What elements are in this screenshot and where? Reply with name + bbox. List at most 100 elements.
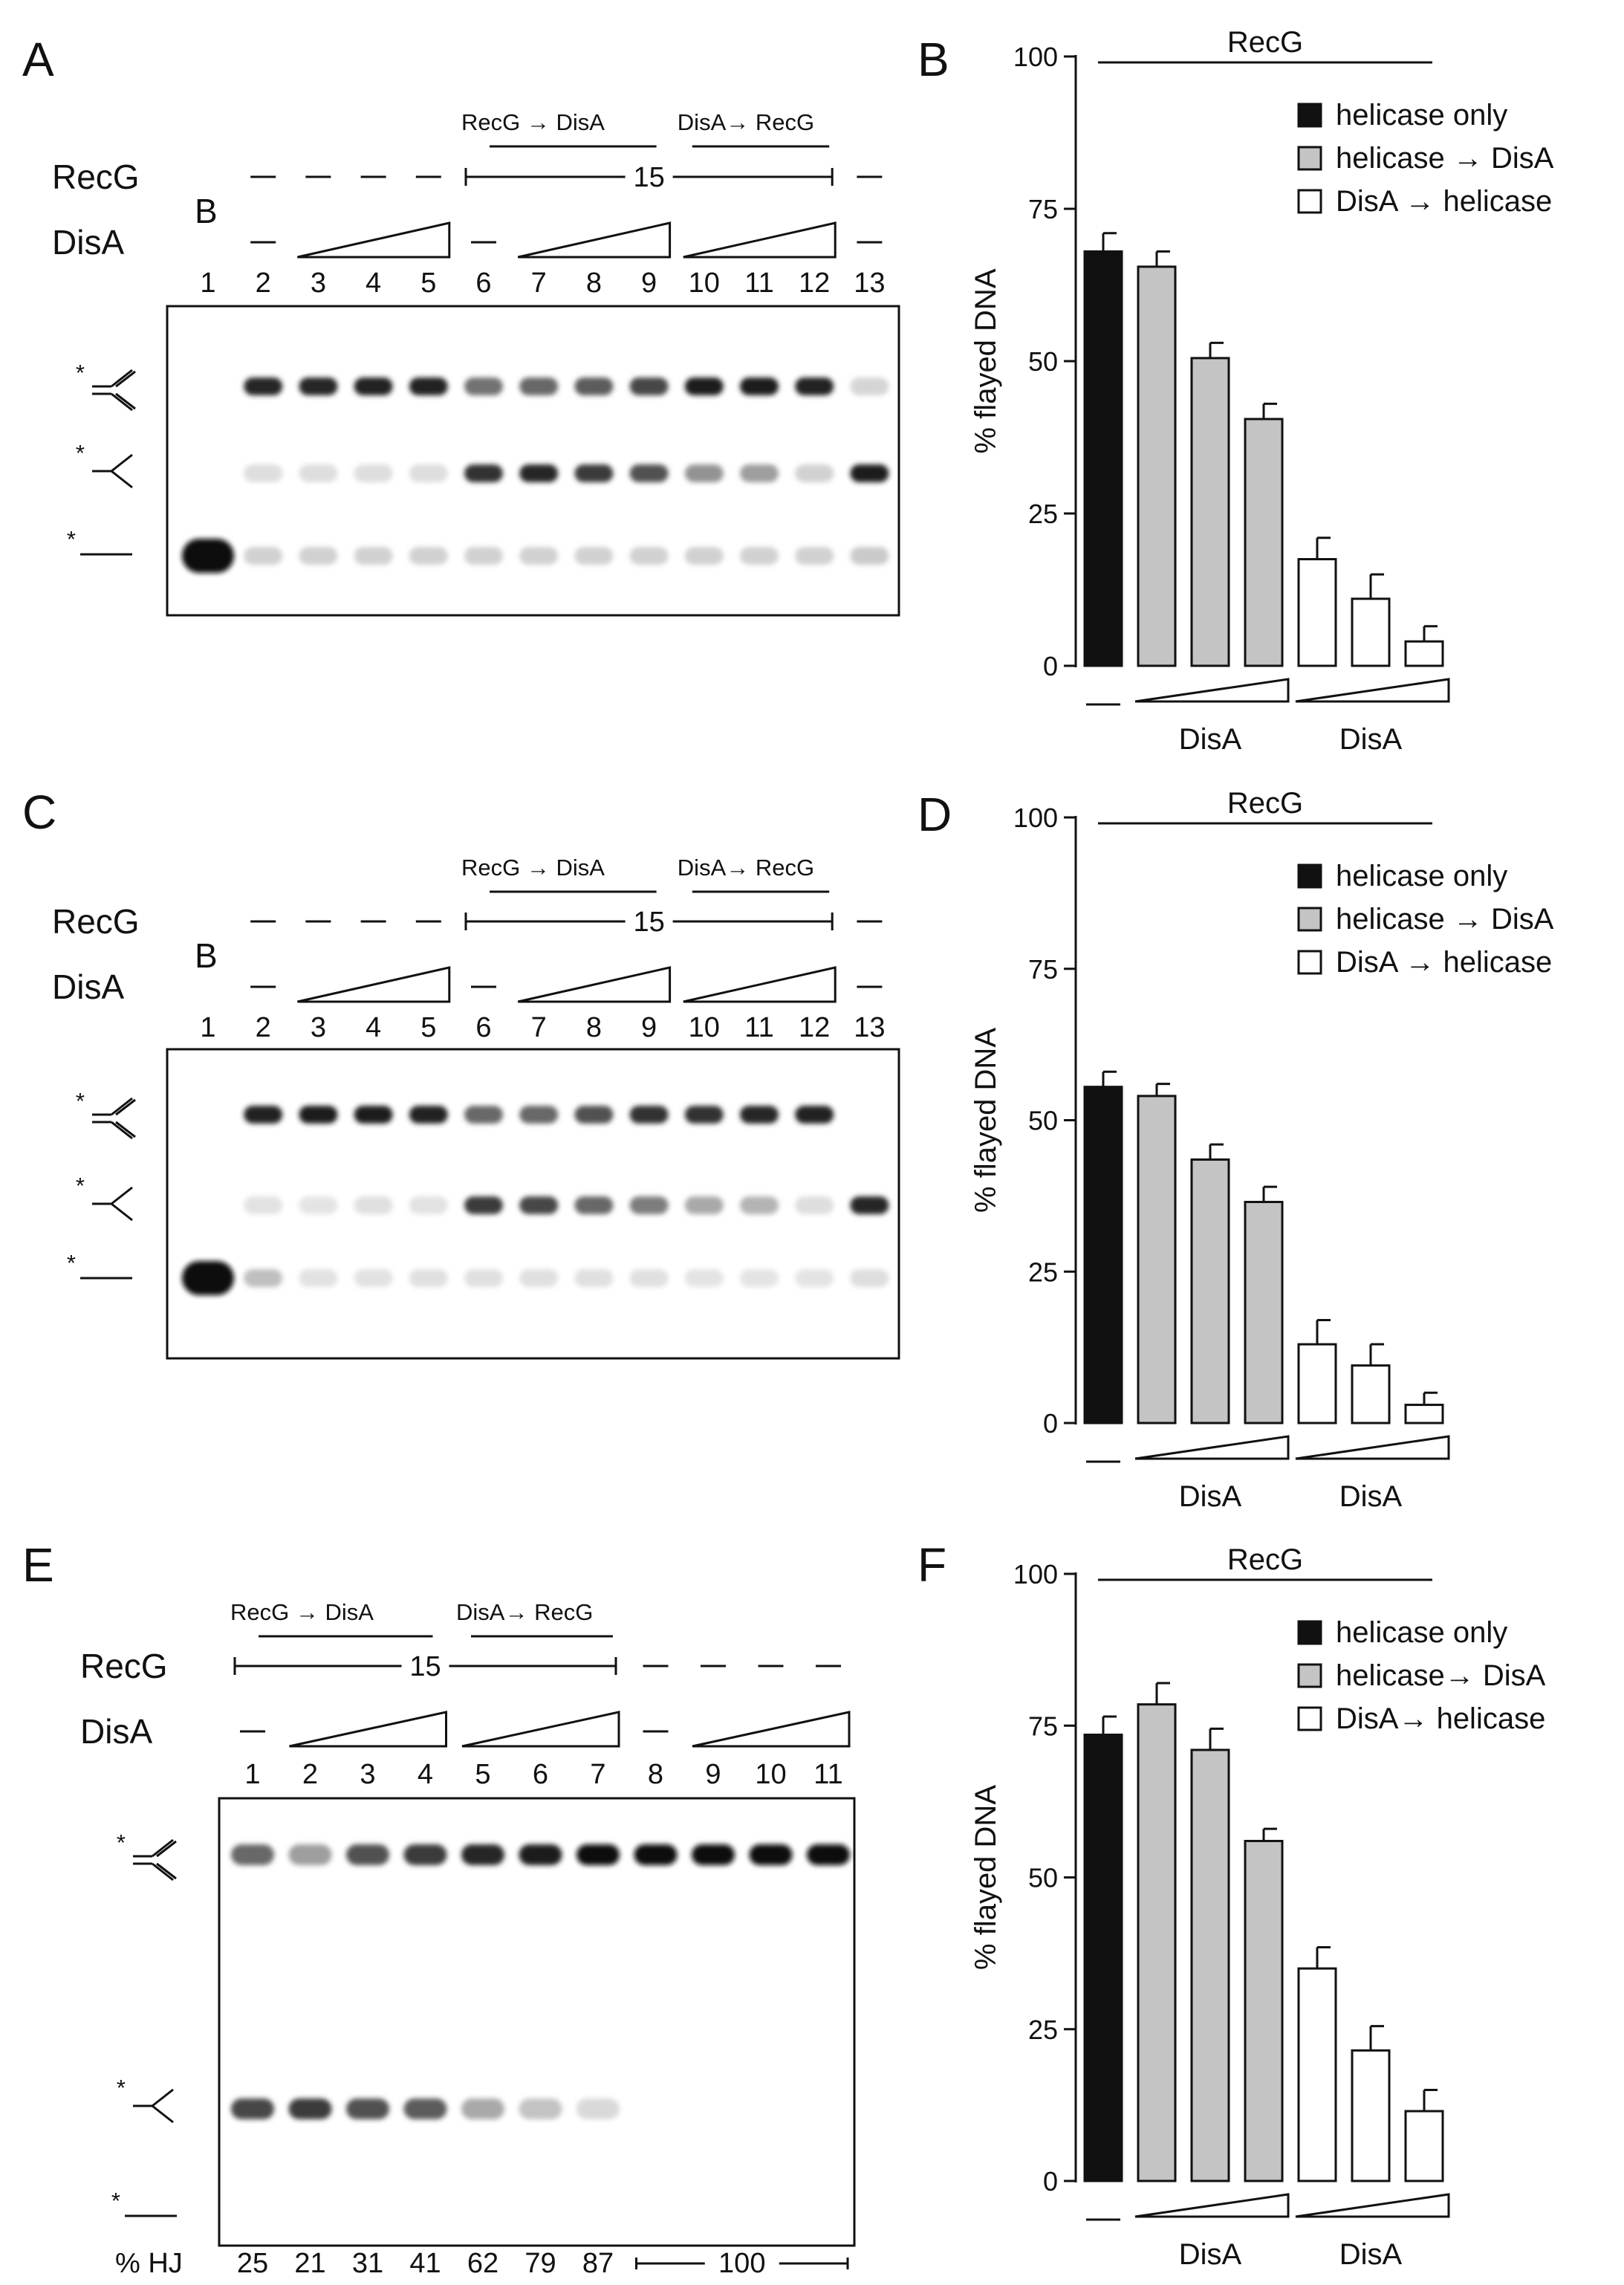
legend-label: DisA → helicase: [1336, 185, 1552, 218]
hj-arm-a: [152, 1838, 174, 1858]
lane-number: 6: [475, 268, 491, 299]
legend-swatch: [1297, 189, 1322, 214]
legend-label: helicase only: [1336, 860, 1507, 892]
legend-swatch: [1297, 1706, 1322, 1731]
label-asterisk: *: [117, 2075, 126, 2101]
gel-box: [166, 305, 900, 617]
bar: [1083, 250, 1123, 667]
bar-chart-B: B 0 25 50 75 100 % flayed DNA RecG helicase only…: [917, 26, 1554, 756]
y-tick-label: 0: [1043, 2166, 1058, 2197]
gel-band-middle: [409, 1196, 448, 1214]
gel-band-middle: [299, 464, 338, 482]
order-label-disa-first: DisA→ RecG: [456, 1599, 593, 1625]
gel-band-bottom: [182, 1261, 234, 1295]
gel-band-bottom: [182, 539, 234, 573]
gel-band-top: [807, 1844, 850, 1865]
gel-band-middle: [850, 464, 889, 482]
legend-label: helicase → DisA: [1336, 142, 1554, 175]
group-label-none: —: [1088, 2201, 1118, 2234]
lane-number: 7: [590, 1759, 605, 1790]
gel-band-middle: [850, 1196, 889, 1214]
gel-band-bottom: [409, 1269, 448, 1287]
gel-band-bottom: [850, 547, 889, 565]
y-axis-title: % flayed DNA: [969, 1028, 1002, 1213]
order-label-recg-first: RecG → DisA: [461, 109, 605, 135]
lane-number: 8: [586, 268, 602, 299]
gel-band-middle: [354, 464, 393, 482]
gel-band-top: [740, 377, 779, 395]
gel-band-top: [354, 1106, 393, 1124]
legend-swatch: [1297, 1663, 1322, 1688]
gel-band-bottom: [244, 547, 283, 565]
gel-band-middle: [461, 2098, 504, 2119]
disa-wedge: [683, 966, 837, 1003]
y-tick-label: 0: [1043, 1408, 1058, 1439]
gel-band-top: [464, 1106, 503, 1124]
disa-wedge: [517, 221, 672, 259]
y-tick-label: 75: [1028, 194, 1058, 224]
gel-band-top: [519, 377, 559, 395]
fork-arm-down: [111, 470, 133, 489]
bar: [1404, 640, 1444, 667]
lane-number: 9: [641, 1012, 657, 1043]
hj-arm-a: [111, 369, 133, 388]
hj-range-value: 100: [718, 2248, 765, 2279]
legend-label: helicase only: [1336, 99, 1507, 132]
legend-swatch: [1297, 907, 1322, 932]
panel-letter: A: [22, 33, 54, 86]
group-label-disa: DisA: [1339, 2238, 1403, 2271]
lane-number: 1: [200, 268, 215, 299]
legend-swatch: [1297, 1620, 1322, 1645]
gel-band-middle: [409, 464, 448, 482]
row-label-recg: RecG: [52, 902, 140, 941]
gel-band-top: [795, 1106, 834, 1124]
gel-band-top: [576, 1844, 620, 1865]
panel-letter: D: [917, 788, 952, 841]
hj-arm-c: [111, 392, 133, 412]
gel-band-top: [409, 377, 448, 395]
lane-number: 5: [420, 268, 436, 299]
y-tick-label: 100: [1013, 803, 1058, 833]
hj-value: 41: [409, 2248, 441, 2279]
chart-title: RecG: [1227, 787, 1303, 820]
order-label-recg-first: RecG → DisA: [461, 855, 605, 881]
disa-wedge: [1134, 1435, 1290, 1460]
lane-number: 1: [244, 1759, 260, 1790]
gel-band-middle: [519, 464, 559, 482]
hj-value: 79: [524, 2248, 556, 2279]
gel-band-top: [288, 1844, 332, 1865]
bar: [1190, 357, 1230, 667]
recg-time: 15: [633, 907, 664, 938]
gel-panel-E: E RecG DisA 1 2 3 4 5 6 7 8 9 10 11 15 RecG → DisA DisA→…: [22, 1538, 856, 2279]
gel-box: [218, 1797, 856, 2247]
lane-number: 6: [475, 1012, 491, 1043]
lane-number: 3: [360, 1759, 375, 1790]
gel-band-middle: [299, 1196, 338, 1214]
gel-band-top: [464, 377, 503, 395]
gel-band-bottom: [684, 547, 724, 565]
y-tick-label: 25: [1028, 499, 1058, 529]
panel-letter: C: [22, 785, 56, 839]
group-label-disa: DisA: [1179, 723, 1242, 756]
gel-band-top: [299, 1106, 338, 1124]
gel-band-bottom: [409, 547, 448, 565]
hj-value: 21: [294, 2248, 325, 2279]
gel-band-bottom: [850, 1269, 889, 1287]
legend-swatch: [1297, 103, 1322, 128]
bar: [1351, 597, 1391, 667]
gel-band-top: [634, 1844, 678, 1865]
hj-value: 87: [582, 2248, 614, 2279]
row-label-recg: RecG: [80, 1647, 168, 1685]
hj-arm-a: [111, 1097, 133, 1116]
chart-title: RecG: [1227, 26, 1303, 59]
lane-number: 3: [311, 268, 326, 299]
bar: [1297, 1343, 1337, 1425]
lane-number: 10: [689, 268, 720, 299]
lane-number: 10: [689, 1012, 720, 1043]
lane-number: 12: [799, 1012, 830, 1043]
bar-chart-F: F 0 25 50 75 100 % flayed DNA RecG helicase only…: [917, 1538, 1546, 2271]
group-label-none: —: [1088, 686, 1118, 719]
